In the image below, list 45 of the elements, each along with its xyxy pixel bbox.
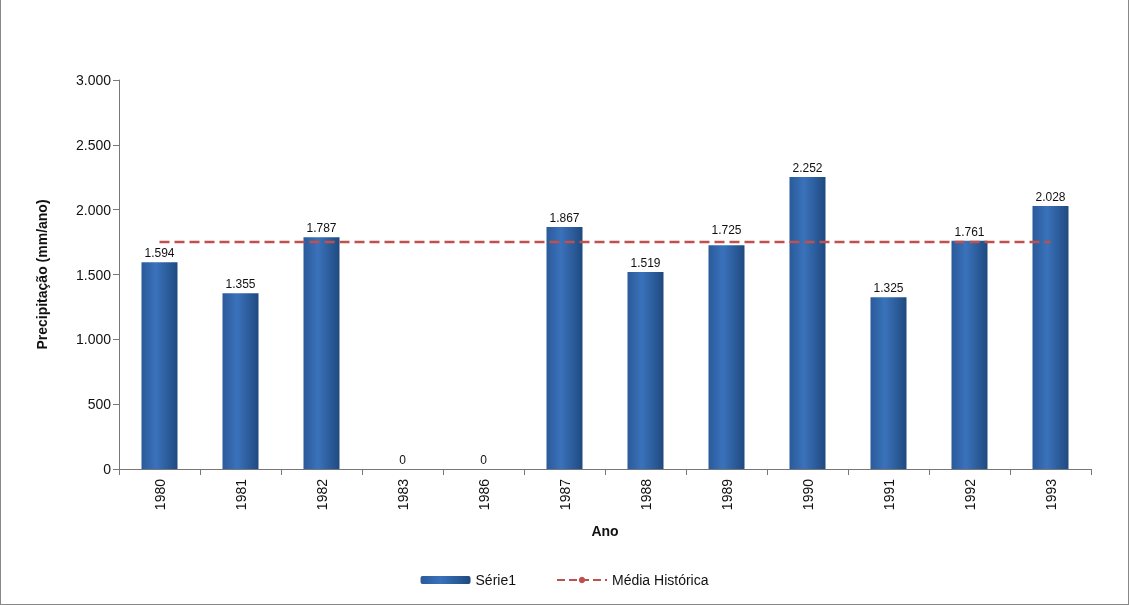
bar — [1032, 206, 1069, 469]
bar — [708, 245, 745, 469]
data-label: 1.725 — [711, 223, 742, 238]
x-axis-title: Ano — [591, 523, 619, 539]
x-tick-label: 1982 — [313, 478, 330, 511]
bar — [222, 293, 259, 469]
bar — [303, 237, 340, 469]
x-tick-label: 1980 — [151, 478, 168, 511]
y-tick-label: 1.000 — [75, 331, 112, 348]
y-tick-label: 2.500 — [75, 136, 112, 153]
y-tick-label: 1.500 — [75, 266, 112, 283]
x-tick-label: 1987 — [556, 478, 573, 511]
data-label: 1.594 — [144, 246, 175, 261]
bar — [627, 272, 664, 469]
data-label: 1.519 — [630, 256, 661, 271]
y-tick-label: 0 — [103, 461, 112, 477]
x-tick-label: 1990 — [799, 478, 816, 511]
x-tick-label: 1993 — [1042, 478, 1059, 511]
y-tick-label: 500 — [87, 396, 112, 413]
data-label: 1.787 — [306, 221, 337, 236]
legend-label: Média Histórica — [612, 572, 709, 588]
bar — [951, 240, 988, 469]
bar — [789, 176, 826, 469]
bar — [870, 297, 907, 469]
x-tick-label: 1988 — [637, 478, 654, 511]
x-tick-label: 1989 — [718, 478, 735, 511]
x-tick-label: 1986 — [475, 478, 492, 511]
data-label: 2.252 — [792, 160, 823, 175]
data-label: 2.028 — [1035, 190, 1066, 205]
data-label: 1.761 — [954, 224, 985, 239]
bar — [141, 262, 178, 469]
data-label: 0 — [480, 453, 488, 467]
data-label: 1.355 — [225, 277, 256, 292]
y-axis-title: Precipitação (mm/ano) — [34, 199, 50, 350]
bar — [546, 226, 583, 469]
legend-label: Série1 — [475, 572, 517, 588]
y-tick-label: 3.000 — [75, 72, 112, 88]
x-tick-label: 1991 — [880, 478, 897, 511]
x-tick-label: 1983 — [394, 478, 411, 511]
x-tick-label: 1981 — [232, 478, 249, 511]
data-label: 1.325 — [873, 281, 904, 296]
data-label: 0 — [399, 453, 407, 467]
y-tick-label: 2.000 — [75, 201, 112, 218]
x-tick-label: 1992 — [961, 478, 978, 511]
data-label: 1.867 — [549, 210, 580, 225]
